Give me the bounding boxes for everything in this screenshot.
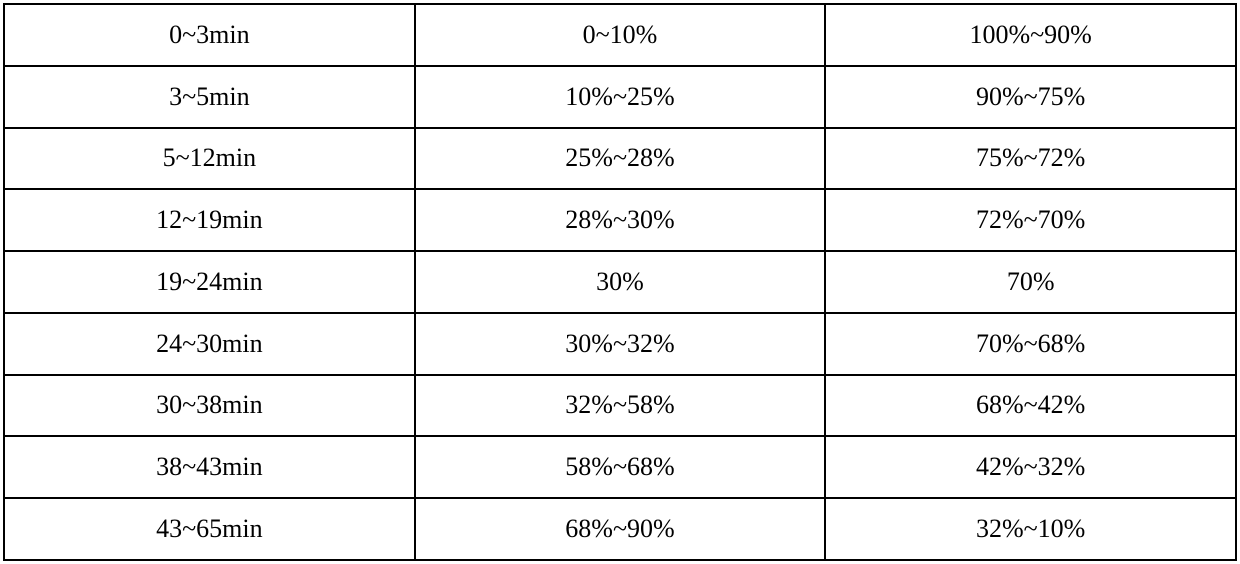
table-row: 0~3min 0~10% 100%~90%: [4, 4, 1236, 66]
table-cell: 68%~42%: [825, 375, 1236, 437]
table-cell: 70%: [825, 251, 1236, 313]
table-container: 0~3min 0~10% 100%~90% 3~5min 10%~25% 90%…: [0, 0, 1240, 564]
table-cell: 72%~70%: [825, 189, 1236, 251]
table-row: 5~12min 25%~28% 75%~72%: [4, 128, 1236, 190]
table-cell: 75%~72%: [825, 128, 1236, 190]
data-table: 0~3min 0~10% 100%~90% 3~5min 10%~25% 90%…: [3, 3, 1237, 561]
table-cell: 5~12min: [4, 128, 415, 190]
table-cell: 32%~10%: [825, 498, 1236, 560]
table-cell: 42%~32%: [825, 436, 1236, 498]
table-cell: 32%~58%: [415, 375, 826, 437]
table-cell: 90%~75%: [825, 66, 1236, 128]
table-cell: 28%~30%: [415, 189, 826, 251]
table-cell: 43~65min: [4, 498, 415, 560]
table-cell: 30~38min: [4, 375, 415, 437]
table-cell: 68%~90%: [415, 498, 826, 560]
table-row: 19~24min 30% 70%: [4, 251, 1236, 313]
table-cell: 30%: [415, 251, 826, 313]
table-cell: 70%~68%: [825, 313, 1236, 375]
table-cell: 3~5min: [4, 66, 415, 128]
table-cell: 58%~68%: [415, 436, 826, 498]
table-cell: 0~10%: [415, 4, 826, 66]
table-cell: 24~30min: [4, 313, 415, 375]
table-row: 3~5min 10%~25% 90%~75%: [4, 66, 1236, 128]
table-row: 38~43min 58%~68% 42%~32%: [4, 436, 1236, 498]
table-cell: 30%~32%: [415, 313, 826, 375]
table-row: 30~38min 32%~58% 68%~42%: [4, 375, 1236, 437]
table-row: 24~30min 30%~32% 70%~68%: [4, 313, 1236, 375]
table-cell: 25%~28%: [415, 128, 826, 190]
table-cell: 19~24min: [4, 251, 415, 313]
table-cell: 100%~90%: [825, 4, 1236, 66]
table-row: 12~19min 28%~30% 72%~70%: [4, 189, 1236, 251]
table-cell: 12~19min: [4, 189, 415, 251]
table-cell: 10%~25%: [415, 66, 826, 128]
table-row: 43~65min 68%~90% 32%~10%: [4, 498, 1236, 560]
table-cell: 0~3min: [4, 4, 415, 66]
table-cell: 38~43min: [4, 436, 415, 498]
